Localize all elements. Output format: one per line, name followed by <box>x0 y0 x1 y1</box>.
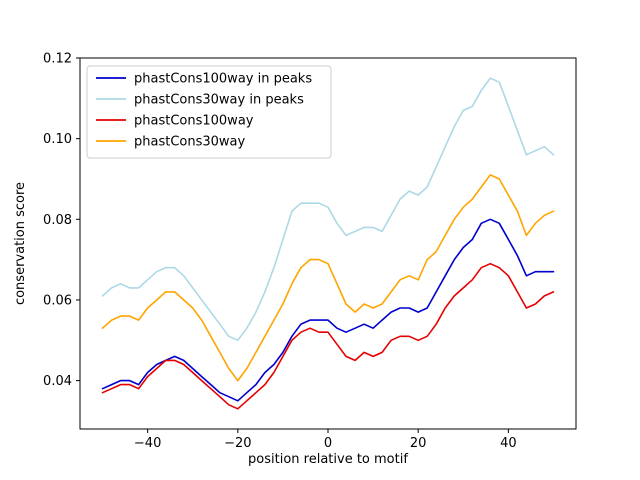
y-tick-label: 0.08 <box>43 213 72 228</box>
y-tick-label: 0.04 <box>43 374 72 389</box>
legend-label-phastCons30way: phastCons30way <box>134 135 246 150</box>
series-line-phastCons30way <box>101 174 555 382</box>
legend-label-phastCons100way: phastCons100way <box>134 114 254 129</box>
y-axis-label: conservation score <box>13 182 28 305</box>
y-tick-label: 0.12 <box>43 52 72 67</box>
legend-label-phastCons100way-in-peaks: phastCons100way in peaks <box>134 72 312 87</box>
legend-box <box>86 65 332 159</box>
legend-label-phastCons30way-in-peaks: phastCons30way in peaks <box>134 93 304 108</box>
x-axis-label: position relative to motif <box>248 452 408 467</box>
series-line-phastCons100way <box>101 262 555 410</box>
x-tick-label: 0 <box>324 436 332 451</box>
x-tick-label: 40 <box>500 436 517 451</box>
x-tick-label: −40 <box>134 436 161 451</box>
y-tick-label: 0.06 <box>43 293 72 308</box>
series-line-phastCons100way-in-peaks <box>101 218 555 402</box>
x-tick-label: −20 <box>224 436 251 451</box>
x-tick-label: 20 <box>410 436 427 451</box>
y-tick-label: 0.10 <box>43 132 72 147</box>
series-line-phastCons30way-in-peaks <box>101 77 555 342</box>
